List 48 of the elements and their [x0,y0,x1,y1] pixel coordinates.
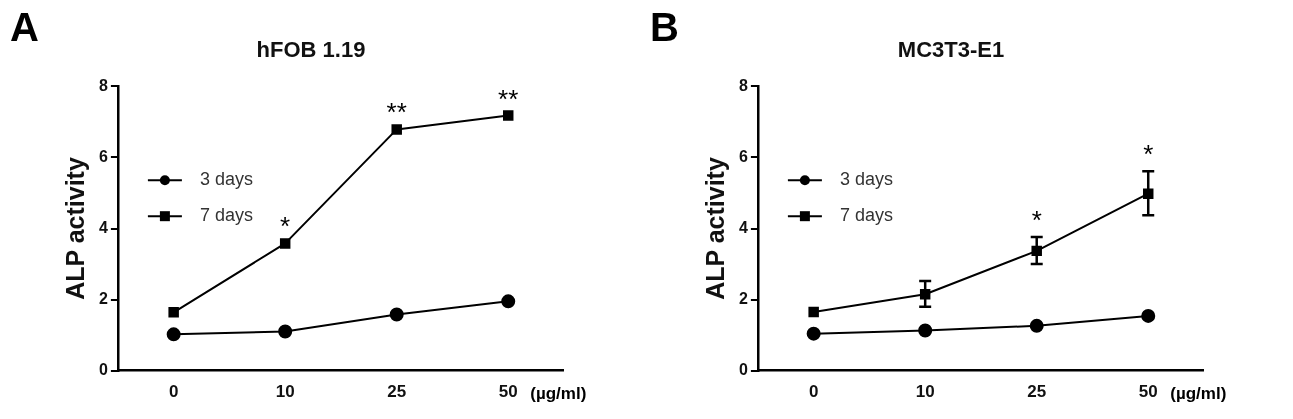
point [168,307,179,318]
legend-label: 7 days [839,205,893,226]
legend-label: 3 days [839,169,893,190]
legend-label: 3 days [199,169,253,190]
y-tick-label: 6 [98,147,108,165]
x-tick-label: 50 [498,382,518,402]
y-tick-label: 4 [98,218,108,236]
y-axis-title: ALP activity [60,157,89,300]
y-tick-label: 0 [738,361,748,379]
y-tick-label: 8 [98,76,108,94]
x-tick-label: 50 [1138,382,1158,402]
x-axis-title: (µg/ml) [1170,384,1227,404]
point [391,124,402,135]
y-axis-title: ALP activity [700,157,729,300]
point [1141,308,1156,323]
point [279,238,291,249]
x-tick-label: 10 [915,382,935,402]
point [166,327,181,342]
annotation: * [280,211,291,242]
point [808,306,819,318]
x-tick-label: 25 [1027,382,1047,402]
point [278,324,293,339]
point [806,326,821,341]
y-tick-label: 8 [738,76,748,94]
x-tick-label: 0 [168,382,179,402]
annotation: * [1143,139,1154,170]
x-tick-label: 25 [387,382,407,402]
point [501,294,516,309]
chart-title: MC3T3-E1 [897,37,1005,63]
annotation: * [1031,205,1042,236]
y-tick-label: 6 [738,147,748,165]
y-tick-label: 0 [98,361,108,379]
chart-title: hFOB 1.19 [256,37,366,63]
text: B [650,5,679,50]
y-tick-label: 4 [738,218,748,236]
point [1029,318,1044,333]
text: A [10,5,39,50]
x-tick-label: 10 [275,382,295,402]
x-tick-label: 0 [808,382,819,402]
annotation: ** [386,97,407,128]
point [389,307,404,322]
y-tick-label: 2 [738,289,748,307]
point [918,323,933,338]
x-axis-title: (µg/ml) [530,384,587,404]
point [503,110,514,121]
legend-label: 7 days [199,205,253,226]
annotation: ** [498,83,519,114]
y-tick-label: 2 [98,289,108,307]
